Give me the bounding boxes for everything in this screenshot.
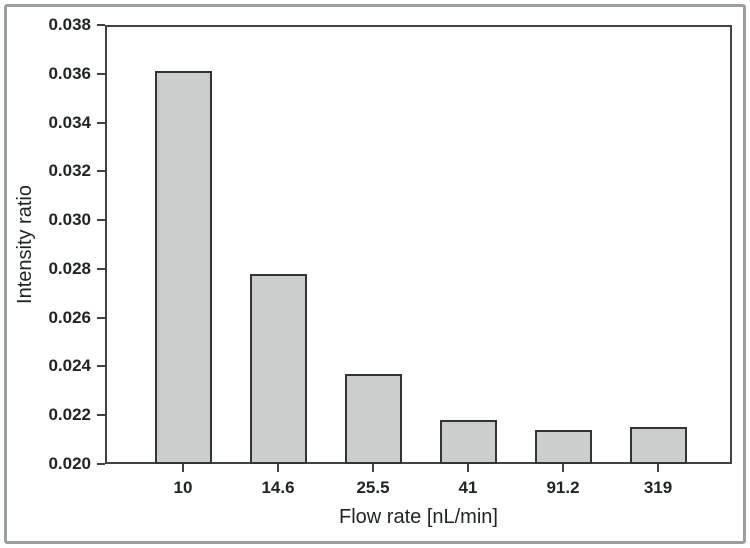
x-tick-label: 25.5 — [356, 478, 390, 497]
x-tick-label: 10 — [173, 478, 193, 497]
x-tick-mark — [467, 464, 469, 472]
y-tick-mark — [97, 121, 105, 124]
y-tick-mark — [97, 267, 105, 270]
y-tick-label: 0.034 — [48, 112, 91, 132]
x-tick-label: 91.2 — [546, 478, 580, 497]
bar — [344, 373, 402, 464]
y-tick-mark — [97, 24, 105, 26]
x-tick-mark — [562, 464, 564, 472]
x-tick-label: 41 — [458, 478, 478, 497]
y-tick-label: 0.026 — [48, 307, 91, 327]
x-tick-mark — [182, 464, 184, 472]
y-tick-label: 0.028 — [48, 258, 91, 278]
y-tick-label: 0.032 — [48, 161, 91, 181]
bar — [534, 429, 592, 464]
y-tick-mark — [97, 72, 105, 75]
bar — [439, 420, 497, 464]
x-axis-title: Flow rate [nL/min] — [339, 506, 498, 528]
y-tick-label: 0.038 — [48, 15, 91, 34]
y-tick-label: 0.022 — [48, 405, 91, 425]
y-tick-label: 0.020 — [48, 454, 91, 473]
y-tick-mark — [97, 414, 105, 417]
x-tick-label: 319 — [643, 478, 673, 497]
bar — [249, 273, 307, 464]
y-tick-label: 0.036 — [48, 63, 91, 83]
x-tick-mark — [277, 464, 279, 472]
y-axis-title: Intensity ratio — [13, 185, 36, 304]
bar — [629, 427, 687, 464]
x-tick-mark — [657, 464, 659, 472]
y-tick-label: 0.030 — [48, 210, 91, 230]
y-tick-mark — [97, 316, 105, 319]
x-tick-label: 14.6 — [261, 478, 295, 497]
y-tick-mark — [97, 219, 105, 222]
y-tick-mark — [97, 365, 105, 368]
y-tick-mark — [97, 170, 105, 173]
x-tick-mark — [372, 464, 374, 472]
y-tick-mark — [97, 463, 105, 465]
y-tick-label: 0.024 — [48, 356, 91, 376]
y-axis-title-wrap: Intensity ratio — [8, 25, 42, 464]
bar — [154, 71, 212, 464]
